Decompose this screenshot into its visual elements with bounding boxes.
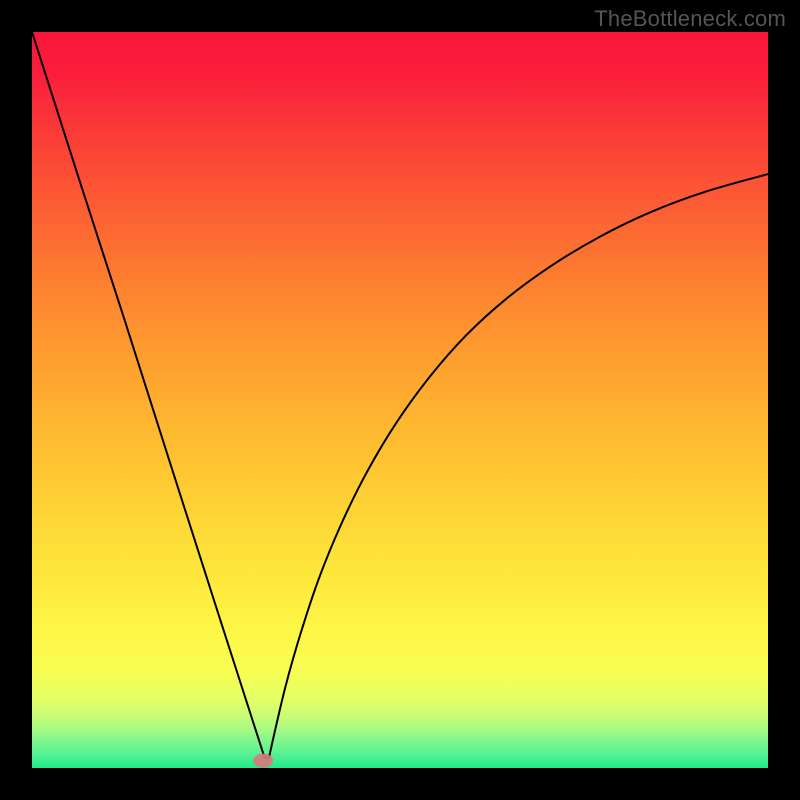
watermark-text: TheBottleneck.com (594, 6, 786, 32)
plot-background (32, 32, 768, 768)
chart-frame: TheBottleneck.com (0, 0, 800, 800)
min-marker (253, 754, 273, 768)
plot-area (32, 32, 768, 768)
chart-svg (32, 32, 768, 768)
